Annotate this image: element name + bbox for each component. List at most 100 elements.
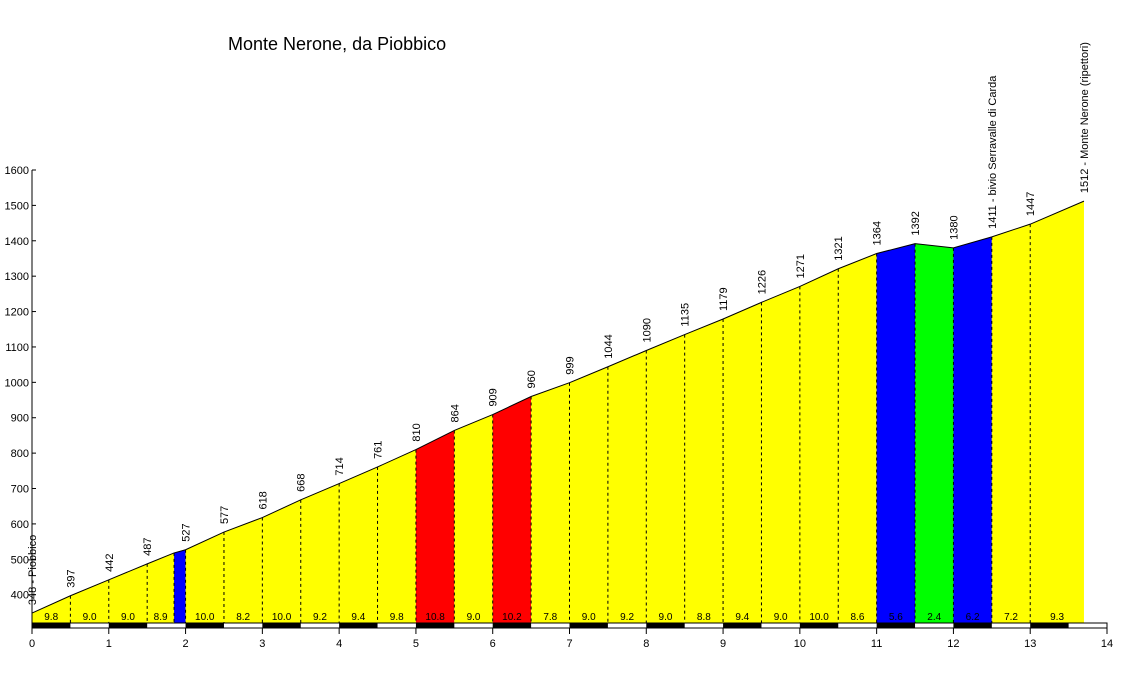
gradient-label: 8.6 <box>850 612 864 623</box>
y-tick-label: 700 <box>11 484 29 496</box>
elevation-label: 527 <box>181 523 193 541</box>
km-bar-block <box>569 623 608 628</box>
y-tick-label: 1400 <box>5 236 29 248</box>
elevation-label: 1364 <box>872 221 884 245</box>
x-tick-label: 4 <box>336 638 342 650</box>
y-tick-label: 600 <box>11 519 29 531</box>
gradient-label: 7.2 <box>1004 612 1018 623</box>
elevation-label: 761 <box>373 441 385 459</box>
km-bar-block <box>646 623 685 628</box>
elevation-label: 864 <box>449 404 461 422</box>
elevation-label: 1321 <box>833 236 845 260</box>
gradient-label: 9.8 <box>44 612 58 623</box>
km-bar-block <box>723 623 762 628</box>
elevation-label: 618 <box>257 491 269 509</box>
x-tick-label: 3 <box>259 638 265 650</box>
profile-segment <box>569 366 608 623</box>
gradient-label: 9.0 <box>121 612 135 623</box>
gradient-label: 9.4 <box>351 612 365 623</box>
elevation-label: 1226 <box>756 270 768 294</box>
x-tick-label: 9 <box>720 638 726 650</box>
x-tick-label: 2 <box>183 638 189 650</box>
gradient-label: 9.8 <box>390 612 404 623</box>
x-tick-label: 14 <box>1101 638 1113 650</box>
gradient-label: 9.4 <box>735 612 749 623</box>
elevation-label: 960 <box>526 370 538 388</box>
y-tick-label: 1200 <box>5 307 29 319</box>
y-tick-label: 1600 <box>5 165 29 177</box>
profile-segment <box>607 350 647 623</box>
profile-segment <box>108 563 148 623</box>
km-bar-block <box>876 623 916 628</box>
elevation-label: 909 <box>488 388 500 406</box>
x-tick-label: 12 <box>947 638 959 650</box>
gradient-label: 8.8 <box>697 612 711 623</box>
km-bar-block <box>262 623 301 628</box>
x-tick-label: 7 <box>566 638 572 650</box>
gradient-label: 5.6 <box>889 612 903 623</box>
profile-segment <box>531 382 570 623</box>
gradient-label: 9.0 <box>774 612 788 623</box>
elevation-label: 668 <box>296 473 308 491</box>
gradient-label: 9.0 <box>467 612 481 623</box>
elevation-label: 1135 <box>680 303 692 327</box>
gradient-label: 10.0 <box>809 612 829 623</box>
y-tick-label: 1000 <box>5 377 29 389</box>
y-tick-label: 1100 <box>5 342 29 354</box>
gradient-labels: 9.8 9.0 9.0 8.9 10.0 8.2 10.0 9.2 9.4 9.8 10.8 9.0 1… <box>44 612 1064 623</box>
profile-segment <box>339 466 378 623</box>
profile-areas <box>32 201 1084 624</box>
x-tick-label: 5 <box>413 638 419 650</box>
km-bar-block <box>32 623 71 628</box>
gradient-label: 9.0 <box>659 612 673 623</box>
elevation-label: 1447 <box>1025 192 1037 216</box>
km-bar-block <box>799 623 839 628</box>
profile-segment <box>70 579 109 623</box>
profile-segment <box>684 318 724 623</box>
km-bar-block <box>415 623 455 628</box>
profile-segment <box>761 286 800 623</box>
profile-segment <box>185 532 224 623</box>
elevation-label: 1512 - Monte Nerone (ripettori) <box>1079 42 1091 193</box>
profile-segment <box>492 396 532 623</box>
gradient-label: 10.0 <box>272 612 292 623</box>
x-tick-label: 0 <box>29 638 35 650</box>
profile-segment <box>454 414 493 623</box>
km-bar-block <box>492 623 532 628</box>
elevation-label: 1411 - bivio Serravalle di Carda <box>987 75 999 229</box>
gradient-label: 6.2 <box>966 612 980 623</box>
y-tick-label: 1500 <box>5 200 29 212</box>
elevation-label: 577 <box>219 506 231 524</box>
gradient-label: 8.9 <box>154 612 168 623</box>
elevation-label: 714 <box>334 457 346 475</box>
segment-dividers <box>69 224 1031 623</box>
profile-segment <box>799 268 839 623</box>
profile-line-group <box>31 200 1085 614</box>
profile-segment <box>147 552 175 623</box>
elevation-label: 1044 <box>603 334 615 358</box>
y-tick-label: 900 <box>11 413 29 425</box>
profile-segment <box>415 430 455 623</box>
profile-segment <box>174 549 186 623</box>
elevation-label: 810 <box>411 423 423 441</box>
profile-line <box>31 200 1085 614</box>
elevation-label: 1179 <box>718 287 730 311</box>
km-bar-block <box>108 623 148 628</box>
x-tick-label: 6 <box>490 638 496 650</box>
x-tick-label: 11 <box>871 638 882 650</box>
km-bar-block <box>953 623 992 628</box>
profile-segment <box>876 243 916 624</box>
y-tick-label: 1300 <box>5 271 29 283</box>
elevation-label: 348 - Piobbico <box>27 535 39 605</box>
gradient-label: 9.0 <box>582 612 596 623</box>
axes: 4005006007008009001000110012001300140015… <box>5 165 1114 650</box>
gradient-label: 8.2 <box>236 612 250 623</box>
elevation-label: 1392 <box>910 211 922 235</box>
km-bar-block <box>185 623 224 628</box>
gradient-label: 7.8 <box>543 612 557 623</box>
gradient-label: 9.2 <box>620 612 634 623</box>
gradient-label: 2.4 <box>927 612 941 623</box>
gradient-label: 9.2 <box>313 612 327 623</box>
profile-segment <box>223 517 263 623</box>
